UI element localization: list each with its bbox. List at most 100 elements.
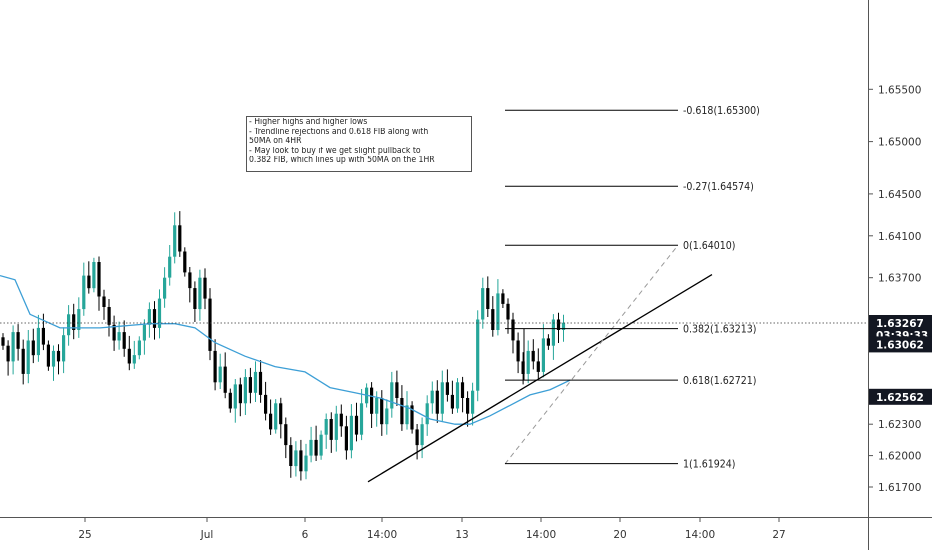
candle-body: [541, 338, 545, 372]
candle-body: [157, 298, 162, 328]
candle-body: [410, 405, 414, 430]
candle-body: [385, 408, 389, 425]
candle-body: [213, 350, 217, 383]
candle-body: [455, 382, 460, 409]
fib-level-label: -0.618(1.65300): [683, 105, 760, 117]
candle-body: [107, 307, 111, 325]
candle-body: [561, 322, 566, 330]
time-tick-label: 25: [78, 529, 91, 541]
candle-body: [511, 319, 515, 341]
candle-body: [299, 450, 303, 472]
candle-body: [471, 390, 475, 414]
candle-body: [132, 355, 136, 364]
candle-body: [551, 319, 555, 346]
note-line: 50MA on 4HR: [249, 137, 302, 147]
candle-body: [142, 324, 146, 341]
price-label-text: 1.63062: [876, 339, 924, 351]
note-line: - May look to buy if we get slight pullb…: [249, 146, 421, 156]
price-label-box: [869, 336, 932, 353]
price-axis[interactable]: 1.65500 1.65000 1.64500 1.64100 1.63700 1.623…: [868, 84, 921, 494]
candle-body: [496, 293, 500, 330]
price-tick-label: 1.65500: [878, 84, 921, 96]
fibonacci-levels[interactable]: -0.618(1.65300) -0.27(1.64574) 0(1.64010) 0…: [505, 105, 760, 471]
candle-body: [269, 413, 273, 430]
price-tick-label: 1.64500: [878, 189, 921, 201]
candle-body: [450, 394, 454, 409]
candle-body: [415, 429, 419, 446]
candle-body: [178, 225, 182, 252]
annotation-note[interactable]: - Higher highs and higher lows - Trendli…: [246, 116, 472, 172]
candle-body: [243, 377, 247, 404]
candle-body: [294, 450, 298, 467]
candle-body: [163, 277, 167, 299]
price-label-text: 1.62562: [876, 392, 924, 404]
candle-body: [41, 327, 45, 345]
candle-body: [304, 455, 308, 472]
candle-body: [359, 403, 364, 435]
price-tick-label: 1.62000: [878, 451, 921, 463]
candle-body: [501, 293, 505, 304]
candle-body: [147, 309, 151, 325]
candle-body: [228, 392, 232, 409]
candle-body: [319, 434, 323, 456]
fib-projection-line[interactable]: [504, 244, 679, 465]
candle-body: [491, 309, 495, 330]
price-tick-label: 1.63700: [878, 273, 921, 285]
candle-body: [334, 413, 338, 440]
candle-body: [72, 314, 76, 330]
time-tick-label: 27: [772, 529, 785, 541]
candle-body: [183, 251, 187, 273]
candle-body: [314, 439, 318, 456]
time-axis[interactable]: 25 Jul 6 14:00 13 14:00 20 14:00 27: [78, 517, 786, 541]
candle-body: [253, 371, 258, 393]
candle-body: [375, 398, 379, 414]
candle-body: [67, 314, 71, 336]
candle-body: [466, 398, 470, 414]
time-tick-label: 20: [613, 529, 626, 541]
candle-body: [117, 332, 121, 341]
candle-body: [370, 387, 374, 414]
time-tick-label: 13: [455, 529, 468, 541]
candle-body: [122, 332, 126, 349]
candle-body: [380, 398, 384, 425]
note-line: - Higher highs and higher lows: [249, 118, 368, 127]
trendline[interactable]: [367, 273, 713, 483]
fib-level-label: 1(1.61924): [683, 459, 735, 471]
candle-body: [506, 303, 510, 320]
price-tick-label: 1.62300: [878, 419, 921, 431]
candle-body: [97, 262, 101, 297]
candle-body: [440, 382, 444, 414]
candle-body: [344, 426, 348, 451]
candle-body: [112, 324, 116, 341]
candle-body: [36, 327, 40, 356]
fib-level-label: 0.618(1.62721): [683, 375, 756, 387]
candle-body: [354, 415, 359, 435]
candle-body: [536, 361, 540, 372]
candle-body: [435, 390, 439, 414]
price-label-box: [869, 388, 932, 405]
candle-body: [430, 390, 434, 404]
candle-body: [349, 415, 353, 451]
candle-body: [218, 366, 222, 383]
candle-body: [531, 350, 535, 362]
candle-body: [284, 424, 288, 446]
candle-body: [395, 382, 399, 398]
price-tick-label: 1.64100: [878, 231, 921, 243]
candle-body: [476, 319, 480, 391]
candle-body: [274, 403, 278, 430]
candle-body: [87, 275, 91, 289]
candle-body: [390, 382, 394, 409]
candle-body: [188, 272, 192, 289]
candle-body: [486, 288, 490, 309]
note-line: - Trendline rejections and 0.618 FIB alo…: [249, 127, 429, 137]
price-tick-label: 1.61700: [878, 482, 921, 494]
fib-level-label: 0(1.64010): [683, 240, 735, 252]
candle-body: [309, 439, 313, 456]
candle-body: [526, 350, 530, 374]
candle-body: [82, 275, 86, 310]
candle-body: [405, 405, 409, 425]
candle-body: [56, 350, 61, 362]
candle-body: [248, 377, 252, 393]
